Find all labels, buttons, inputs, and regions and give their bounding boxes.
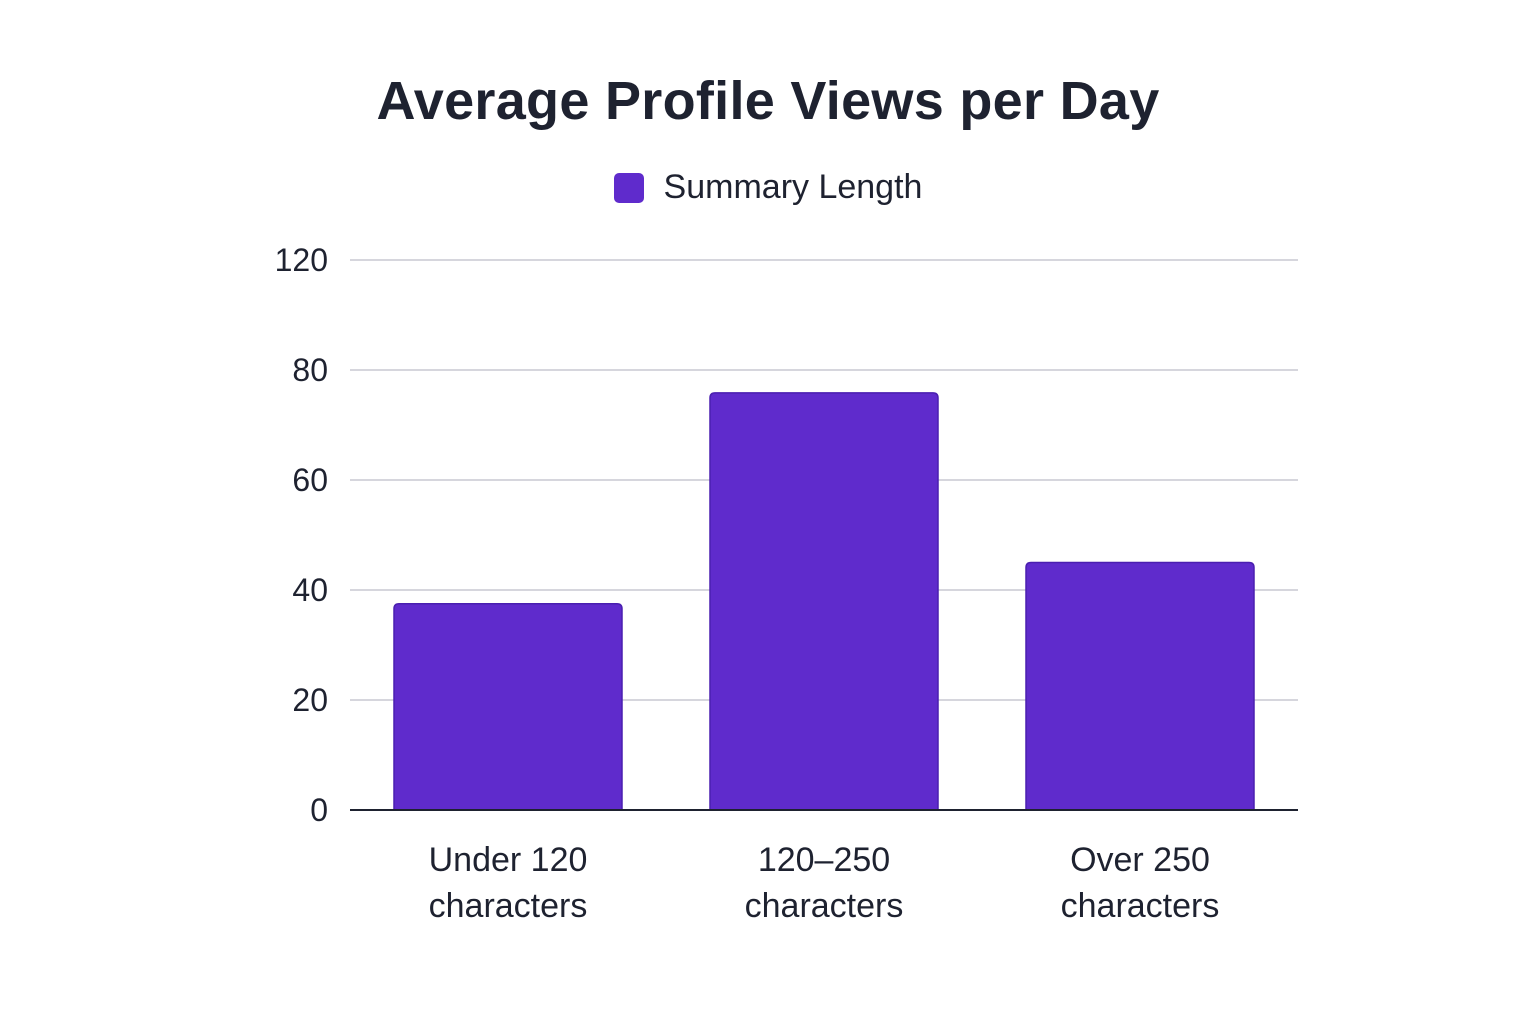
bar: [393, 603, 623, 811]
y-tick-label: 80: [292, 352, 328, 388]
y-tick-label: 120: [275, 242, 328, 278]
legend: Summary Length: [0, 168, 1536, 207]
legend-label: Summary Length: [663, 168, 923, 206]
y-tick-label: 20: [292, 682, 328, 718]
x-tick-label: characters: [745, 887, 904, 925]
y-tick-label: 40: [292, 572, 328, 608]
y-tick-label: 60: [292, 462, 328, 498]
labels: 0 20 40 60 80 120 Under 120 characters 120–250 ch…: [275, 242, 1220, 925]
bars: [393, 392, 1255, 811]
x-tick-label: characters: [1061, 887, 1220, 925]
chart-title: Average Profile Views per Day: [376, 71, 1160, 131]
x-tick-label: Over 250: [1070, 841, 1210, 879]
x-tick-label: 120–250: [758, 841, 890, 879]
bar: [1025, 561, 1255, 811]
legend-swatch: [613, 172, 644, 203]
x-tick-label: Under 120: [429, 841, 588, 879]
y-tick-label: 0: [310, 792, 328, 828]
bar: [709, 392, 939, 811]
x-tick-label: characters: [429, 887, 588, 925]
